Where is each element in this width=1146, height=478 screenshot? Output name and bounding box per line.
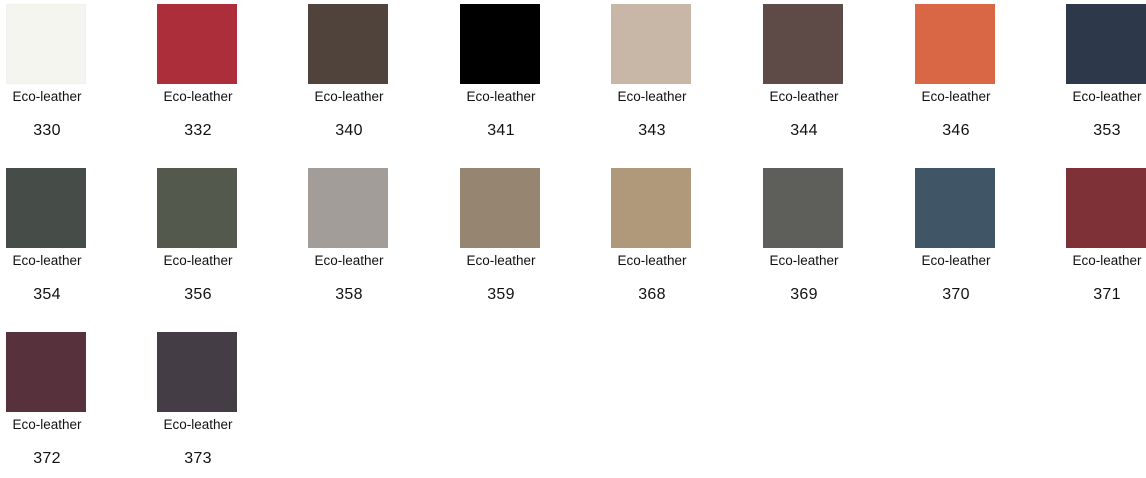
- material-label: Eco-leather: [163, 253, 233, 268]
- swatch-card-341[interactable]: Eco-leather 341: [454, 0, 544, 150]
- color-code: 358: [335, 286, 363, 303]
- color-code: 332: [184, 122, 212, 139]
- swatch-card-344[interactable]: Eco-leather 344: [757, 0, 847, 150]
- color-swatch[interactable]: [308, 4, 388, 84]
- color-swatch[interactable]: [157, 332, 237, 412]
- color-code: 353: [1093, 122, 1121, 139]
- color-code: 369: [790, 286, 818, 303]
- swatch-card-353[interactable]: Eco-leather 353: [1060, 0, 1146, 150]
- color-swatch[interactable]: [763, 168, 843, 248]
- material-label: Eco-leather: [921, 253, 991, 268]
- swatch-card-332[interactable]: Eco-leather 332: [151, 0, 241, 150]
- color-swatch[interactable]: [763, 4, 843, 84]
- material-label: Eco-leather: [769, 253, 839, 268]
- swatch-card-354[interactable]: Eco-leather 354: [0, 164, 90, 314]
- color-swatch[interactable]: [611, 4, 691, 84]
- color-code: 368: [638, 286, 666, 303]
- color-code: 343: [638, 122, 666, 139]
- swatch-card-373[interactable]: Eco-leather 373: [151, 328, 241, 478]
- swatch-card-340[interactable]: Eco-leather 340: [302, 0, 392, 150]
- swatch-card-372[interactable]: Eco-leather 372: [0, 328, 90, 478]
- color-code: 340: [335, 122, 363, 139]
- color-code: 373: [184, 450, 212, 467]
- color-code: 371: [1093, 286, 1121, 303]
- material-label: Eco-leather: [466, 253, 536, 268]
- swatch-card-358[interactable]: Eco-leather 358: [302, 164, 392, 314]
- material-label: Eco-leather: [1072, 89, 1142, 104]
- material-label: Eco-leather: [769, 89, 839, 104]
- material-label: Eco-leather: [1072, 253, 1142, 268]
- material-label: Eco-leather: [12, 89, 82, 104]
- color-swatch[interactable]: [308, 168, 388, 248]
- swatch-card-346[interactable]: Eco-leather 346: [909, 0, 999, 150]
- color-code: 356: [184, 286, 212, 303]
- material-label: Eco-leather: [314, 253, 384, 268]
- material-label: Eco-leather: [314, 89, 384, 104]
- color-code: 354: [33, 286, 61, 303]
- color-swatch[interactable]: [460, 168, 540, 248]
- color-swatch[interactable]: [6, 332, 86, 412]
- color-swatch[interactable]: [157, 4, 237, 84]
- color-code: 346: [942, 122, 970, 139]
- material-label: Eco-leather: [163, 89, 233, 104]
- color-swatch[interactable]: [6, 168, 86, 248]
- color-code: 372: [33, 450, 61, 467]
- color-code: 330: [33, 122, 61, 139]
- material-label: Eco-leather: [12, 253, 82, 268]
- material-label: Eco-leather: [617, 253, 687, 268]
- color-code: 359: [487, 286, 515, 303]
- swatch-card-330[interactable]: Eco-leather 330: [0, 0, 90, 150]
- color-code: 341: [487, 122, 515, 139]
- material-label: Eco-leather: [466, 89, 536, 104]
- color-swatch[interactable]: [460, 4, 540, 84]
- color-swatch[interactable]: [1066, 4, 1146, 84]
- color-code: 370: [942, 286, 970, 303]
- swatch-card-369[interactable]: Eco-leather 369: [757, 164, 847, 314]
- color-code: 344: [790, 122, 818, 139]
- swatch-card-371[interactable]: Eco-leather 371: [1060, 164, 1146, 314]
- swatch-card-370[interactable]: Eco-leather 370: [909, 164, 999, 314]
- swatch-card-356[interactable]: Eco-leather 356: [151, 164, 241, 314]
- color-swatch[interactable]: [157, 168, 237, 248]
- material-label: Eco-leather: [163, 417, 233, 432]
- swatch-card-368[interactable]: Eco-leather 368: [605, 164, 695, 314]
- color-swatch[interactable]: [915, 4, 995, 84]
- material-label: Eco-leather: [617, 89, 687, 104]
- material-label: Eco-leather: [921, 89, 991, 104]
- swatch-card-359[interactable]: Eco-leather 359: [454, 164, 544, 314]
- color-swatch[interactable]: [6, 4, 86, 84]
- color-swatch[interactable]: [1066, 168, 1146, 248]
- swatch-card-343[interactable]: Eco-leather 343: [605, 0, 695, 150]
- swatch-grid: Eco-leather 330 Eco-leather 332 Eco-leat…: [0, 0, 1146, 467]
- color-swatch[interactable]: [915, 168, 995, 248]
- material-label: Eco-leather: [12, 417, 82, 432]
- color-swatch[interactable]: [611, 168, 691, 248]
